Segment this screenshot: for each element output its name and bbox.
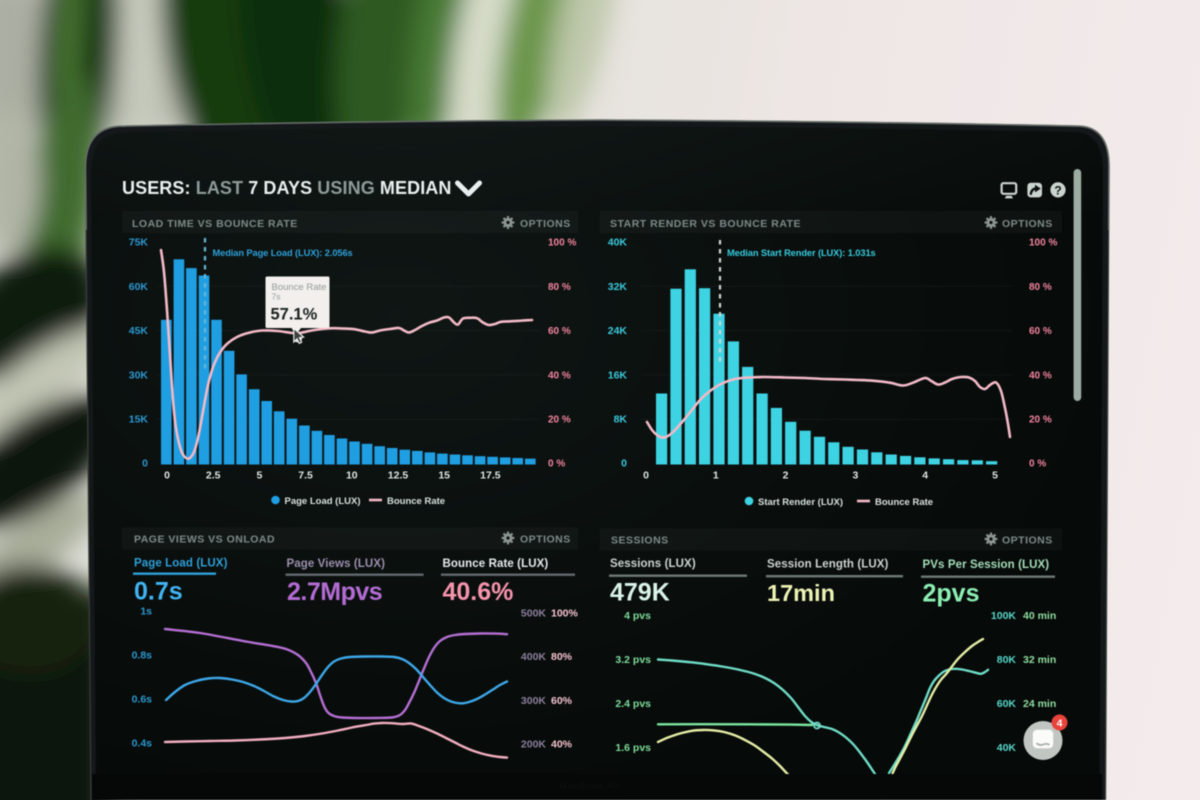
svg-text:0.7s: 0.7s	[134, 578, 183, 606]
svg-text:8K: 8K	[614, 414, 628, 426]
svg-text:40 %: 40 %	[548, 370, 571, 381]
svg-text:40K: 40K	[608, 237, 628, 249]
svg-text:40K: 40K	[997, 742, 1017, 754]
svg-text:15K: 15K	[129, 414, 149, 426]
svg-text:2.4 pvs: 2.4 pvs	[615, 698, 651, 710]
svg-text:10: 10	[346, 470, 358, 482]
svg-text:17.5: 17.5	[480, 470, 501, 482]
svg-text:SESSIONS: SESSIONS	[611, 535, 669, 547]
svg-text:Bounce Rate: Bounce Rate	[387, 496, 445, 507]
svg-text:100 %: 100 %	[1029, 238, 1057, 249]
svg-text:3: 3	[852, 470, 858, 482]
svg-text:75K: 75K	[129, 237, 149, 249]
svg-text:57.1%: 57.1%	[271, 306, 318, 324]
svg-text:?: ?	[1054, 184, 1061, 198]
svg-text:32K: 32K	[608, 281, 628, 293]
svg-text:PAGE VIEWS VS ONLOAD: PAGE VIEWS VS ONLOAD	[134, 534, 275, 546]
svg-text:2.7Mpvs: 2.7Mpvs	[287, 578, 382, 606]
svg-text:60K: 60K	[997, 698, 1017, 710]
svg-text:60K: 60K	[129, 281, 149, 293]
svg-text:100K: 100K	[991, 610, 1017, 622]
svg-text:500K: 500K	[521, 608, 547, 620]
svg-text:80%: 80%	[551, 651, 573, 663]
svg-text:0 %: 0 %	[1029, 458, 1046, 469]
svg-text:Start Render (LUX): Start Render (LUX)	[758, 497, 843, 508]
svg-text:60%: 60%	[551, 695, 573, 707]
svg-text:60 %: 60 %	[548, 326, 571, 337]
svg-text:OPTIONS: OPTIONS	[520, 534, 571, 546]
svg-text:Median Page Load (LUX): 2.056s: Median Page Load (LUX): 2.056s	[213, 248, 353, 258]
svg-text:OPTIONS: OPTIONS	[1002, 218, 1053, 230]
svg-text:3.2 pvs: 3.2 pvs	[615, 654, 651, 666]
svg-text:0 %: 0 %	[548, 458, 565, 469]
svg-text:Session Length (LUX): Session Length (LUX)	[767, 559, 889, 571]
svg-text:300K: 300K	[521, 695, 547, 707]
svg-text:24 min: 24 min	[1023, 698, 1056, 710]
svg-text:80K: 80K	[997, 654, 1017, 666]
svg-text:15: 15	[438, 470, 450, 482]
svg-text:479K: 479K	[610, 579, 670, 607]
svg-text:7.5: 7.5	[298, 470, 313, 482]
svg-text:1: 1	[713, 470, 719, 482]
svg-text:40 min: 40 min	[1023, 610, 1056, 622]
svg-text:200K: 200K	[521, 739, 547, 751]
svg-text:Bounce Rate: Bounce Rate	[272, 282, 327, 293]
svg-text:32 min: 32 min	[1023, 654, 1056, 666]
svg-text:40.6%: 40.6%	[443, 578, 514, 606]
svg-text:20 %: 20 %	[548, 415, 571, 426]
svg-text:12.5: 12.5	[388, 470, 409, 482]
svg-text:Page Load (LUX): Page Load (LUX)	[134, 558, 228, 570]
svg-text:17min: 17min	[767, 580, 835, 606]
svg-text:60 %: 60 %	[1029, 326, 1052, 337]
svg-text:0: 0	[621, 457, 627, 469]
svg-text:USERS: LAST 7 DAYS USING MEDIA: USERS: LAST 7 DAYS USING MEDIAN	[122, 178, 452, 198]
svg-text:OPTIONS: OPTIONS	[520, 218, 571, 230]
svg-text:30K: 30K	[129, 369, 149, 381]
svg-text:5: 5	[992, 470, 998, 482]
svg-text:4 pvs: 4 pvs	[624, 610, 651, 622]
svg-text:100 %: 100 %	[548, 238, 576, 249]
svg-text:Bounce Rate (LUX): Bounce Rate (LUX)	[443, 558, 549, 570]
svg-text:Page Load (LUX): Page Load (LUX)	[285, 496, 361, 507]
svg-text:Median Start Render (LUX): 1.0: Median Start Render (LUX): 1.031s	[727, 248, 876, 258]
svg-text:0.8s: 0.8s	[132, 650, 153, 662]
svg-text:5: 5	[256, 470, 262, 482]
svg-text:20 %: 20 %	[1029, 415, 1052, 426]
svg-text:PVs Per Session (LUX): PVs Per Session (LUX)	[923, 559, 1050, 571]
svg-text:Sessions (LUX): Sessions (LUX)	[610, 558, 696, 570]
svg-text:16K: 16K	[608, 369, 628, 381]
svg-text:0: 0	[142, 457, 148, 469]
svg-text:100%: 100%	[551, 608, 579, 620]
svg-text:40%: 40%	[551, 739, 573, 751]
svg-text:7s: 7s	[272, 292, 281, 302]
svg-text:80 %: 80 %	[548, 282, 571, 293]
svg-text:LOAD TIME VS BOUNCE RATE: LOAD TIME VS BOUNCE RATE	[132, 218, 298, 230]
svg-text:80 %: 80 %	[1029, 282, 1052, 293]
svg-text:Page Views (LUX): Page Views (LUX)	[287, 558, 386, 570]
svg-text:Bounce Rate: Bounce Rate	[875, 497, 933, 508]
svg-text:0: 0	[643, 470, 649, 482]
svg-text:40 %: 40 %	[1029, 370, 1052, 381]
svg-text:0.6s: 0.6s	[132, 694, 153, 706]
svg-text:24K: 24K	[608, 325, 628, 337]
svg-text:2.5: 2.5	[206, 470, 221, 482]
svg-text:2pvs: 2pvs	[923, 580, 980, 608]
svg-text:2: 2	[783, 470, 789, 482]
svg-text:45K: 45K	[129, 325, 149, 337]
svg-text:START RENDER VS BOUNCE RATE: START RENDER VS BOUNCE RATE	[610, 218, 801, 230]
svg-text:1s: 1s	[140, 606, 152, 618]
svg-text:0.4s: 0.4s	[132, 738, 153, 750]
svg-text:OPTIONS: OPTIONS	[1002, 535, 1053, 547]
svg-text:1.6 pvs: 1.6 pvs	[615, 742, 651, 754]
svg-text:0: 0	[164, 470, 170, 482]
svg-text:MacBook Air: MacBook Air	[559, 781, 621, 791]
svg-text:4: 4	[1057, 717, 1063, 729]
svg-text:4: 4	[922, 470, 928, 482]
svg-text:400K: 400K	[521, 651, 547, 663]
